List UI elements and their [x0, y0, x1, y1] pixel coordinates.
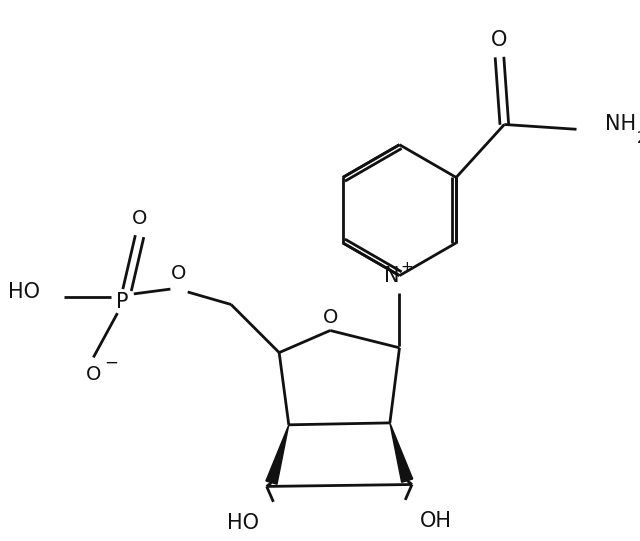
Polygon shape: [390, 423, 413, 483]
Text: OH: OH: [420, 511, 452, 531]
Text: 2: 2: [637, 131, 640, 147]
Text: O: O: [132, 209, 147, 228]
Text: +: +: [401, 260, 413, 275]
Text: −: −: [104, 353, 118, 371]
Text: O: O: [492, 30, 508, 50]
Text: O: O: [323, 307, 338, 327]
Text: HO: HO: [8, 282, 40, 302]
Text: HO: HO: [227, 513, 259, 533]
Text: P: P: [116, 292, 129, 312]
Text: O: O: [86, 365, 101, 384]
Text: O: O: [170, 264, 186, 283]
Text: N: N: [384, 266, 399, 286]
Text: NH: NH: [605, 115, 637, 135]
Polygon shape: [266, 425, 289, 484]
